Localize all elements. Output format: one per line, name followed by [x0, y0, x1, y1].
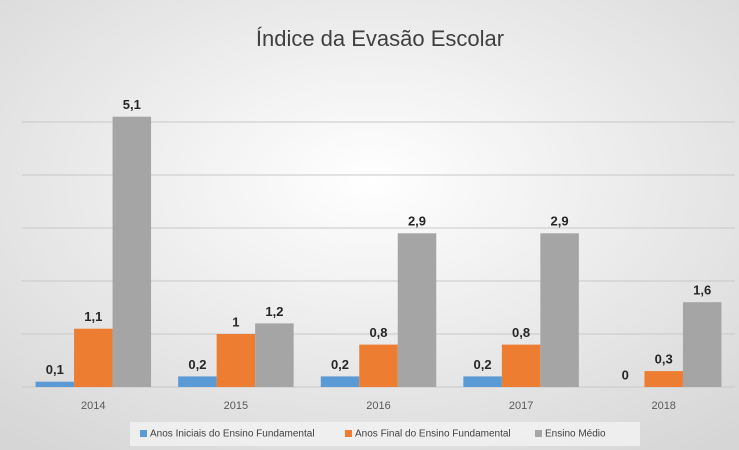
data-label: 1,1	[84, 309, 102, 324]
legend-label: Ensino Médio	[545, 429, 606, 440]
data-label: 0,8	[369, 325, 387, 340]
bar	[112, 116, 152, 387]
data-label: 0,2	[188, 357, 206, 372]
bar	[74, 328, 113, 387]
legend-label: Anos Final do Ensino Fundamental	[355, 429, 511, 440]
data-label: 1	[232, 314, 239, 329]
data-label: 1,2	[265, 304, 283, 319]
x-tick-label: 2016	[366, 400, 390, 412]
x-tick-label: 2014	[81, 400, 105, 412]
data-label: 0,3	[655, 352, 673, 367]
bar	[320, 376, 360, 387]
bar	[255, 323, 294, 387]
legend-swatch	[140, 430, 147, 437]
x-tick-label: 2018	[651, 400, 675, 412]
bar	[501, 344, 541, 387]
chart-title: Índice da Evasão Escolar	[256, 26, 504, 51]
data-label: 2,9	[551, 214, 569, 229]
x-tick-label: 2015	[224, 400, 248, 412]
x-tick-label: 2017	[509, 400, 533, 412]
bar	[178, 376, 217, 387]
data-label: 0,2	[331, 357, 349, 372]
legend-label: Anos Iniciais do Ensino Fundamental	[150, 429, 315, 440]
legend-swatch	[535, 430, 542, 437]
bar	[359, 344, 398, 387]
bar	[540, 233, 579, 387]
data-label: 0,2	[474, 357, 492, 372]
data-label: 2,9	[408, 214, 426, 229]
bar	[644, 371, 683, 387]
data-label: 5,1	[123, 97, 141, 112]
bar	[216, 334, 256, 387]
legend-swatch	[345, 430, 352, 437]
bar	[682, 302, 722, 387]
bar	[397, 233, 437, 387]
data-label: 0,1	[46, 362, 64, 377]
legend-box	[130, 422, 640, 446]
bar	[463, 376, 502, 387]
data-label: 0	[622, 367, 629, 382]
data-label: 0,8	[512, 325, 530, 340]
data-label: 1,6	[693, 283, 711, 298]
bar	[35, 381, 75, 387]
